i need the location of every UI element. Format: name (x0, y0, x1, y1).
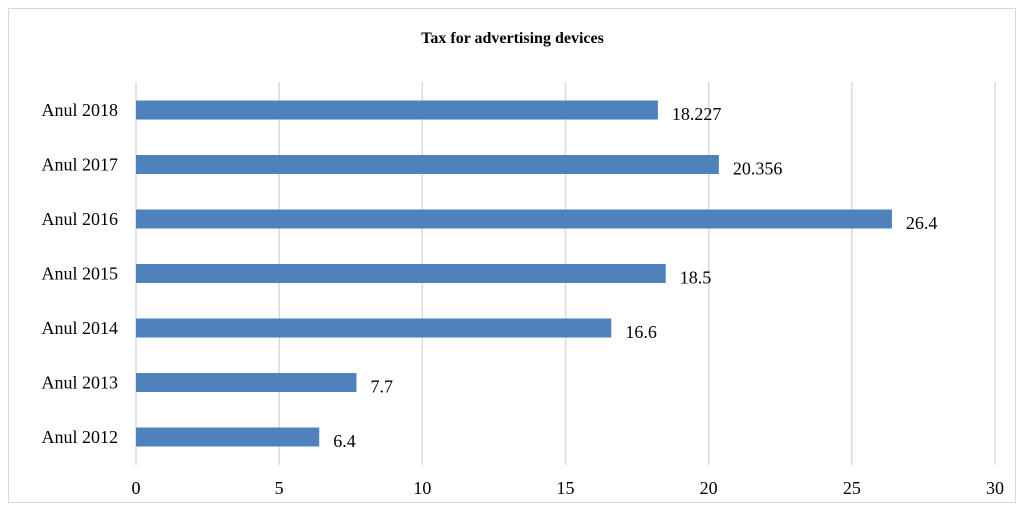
x-tick-label: 30 (986, 478, 1004, 498)
data-label: 26.4 (906, 213, 938, 233)
category-label: Anul 2013 (42, 373, 119, 393)
category-label: Anul 2018 (42, 100, 119, 120)
category-label: Anul 2014 (42, 318, 119, 338)
x-tick-label: 15 (557, 478, 575, 498)
category-label: Anul 2015 (42, 264, 119, 284)
data-label: 6.4 (333, 431, 356, 451)
x-tick-label: 25 (843, 478, 861, 498)
data-label: 16.6 (625, 322, 657, 342)
x-tick-label: 5 (275, 478, 284, 498)
x-tick-label: 0 (132, 478, 141, 498)
chart-title: Tax for advertising devices (421, 30, 604, 47)
bar-layer (136, 100, 892, 447)
bar (136, 318, 612, 338)
category-label: Anul 2017 (42, 155, 119, 175)
data-label: 20.356 (733, 159, 783, 179)
chart-frame (8, 8, 1016, 503)
bar (136, 155, 719, 174)
bar (136, 209, 892, 229)
axis-layer: 0 5 10 15 20 25 30 (132, 478, 1005, 498)
label-layer: Anul 2018 18.227 Anul 2017 20.356 Anul 2016 2… (42, 100, 938, 451)
data-label: 18.5 (680, 268, 712, 288)
bar (136, 373, 357, 392)
category-label: Anul 2012 (42, 427, 119, 447)
bar (136, 427, 320, 447)
category-label: Anul 2016 (42, 209, 119, 229)
x-tick-label: 20 (700, 478, 718, 498)
bar (136, 100, 658, 120)
data-label: 7.7 (370, 377, 393, 397)
data-label: 18.227 (672, 104, 722, 124)
bar (136, 264, 666, 283)
x-tick-label: 10 (413, 478, 431, 498)
